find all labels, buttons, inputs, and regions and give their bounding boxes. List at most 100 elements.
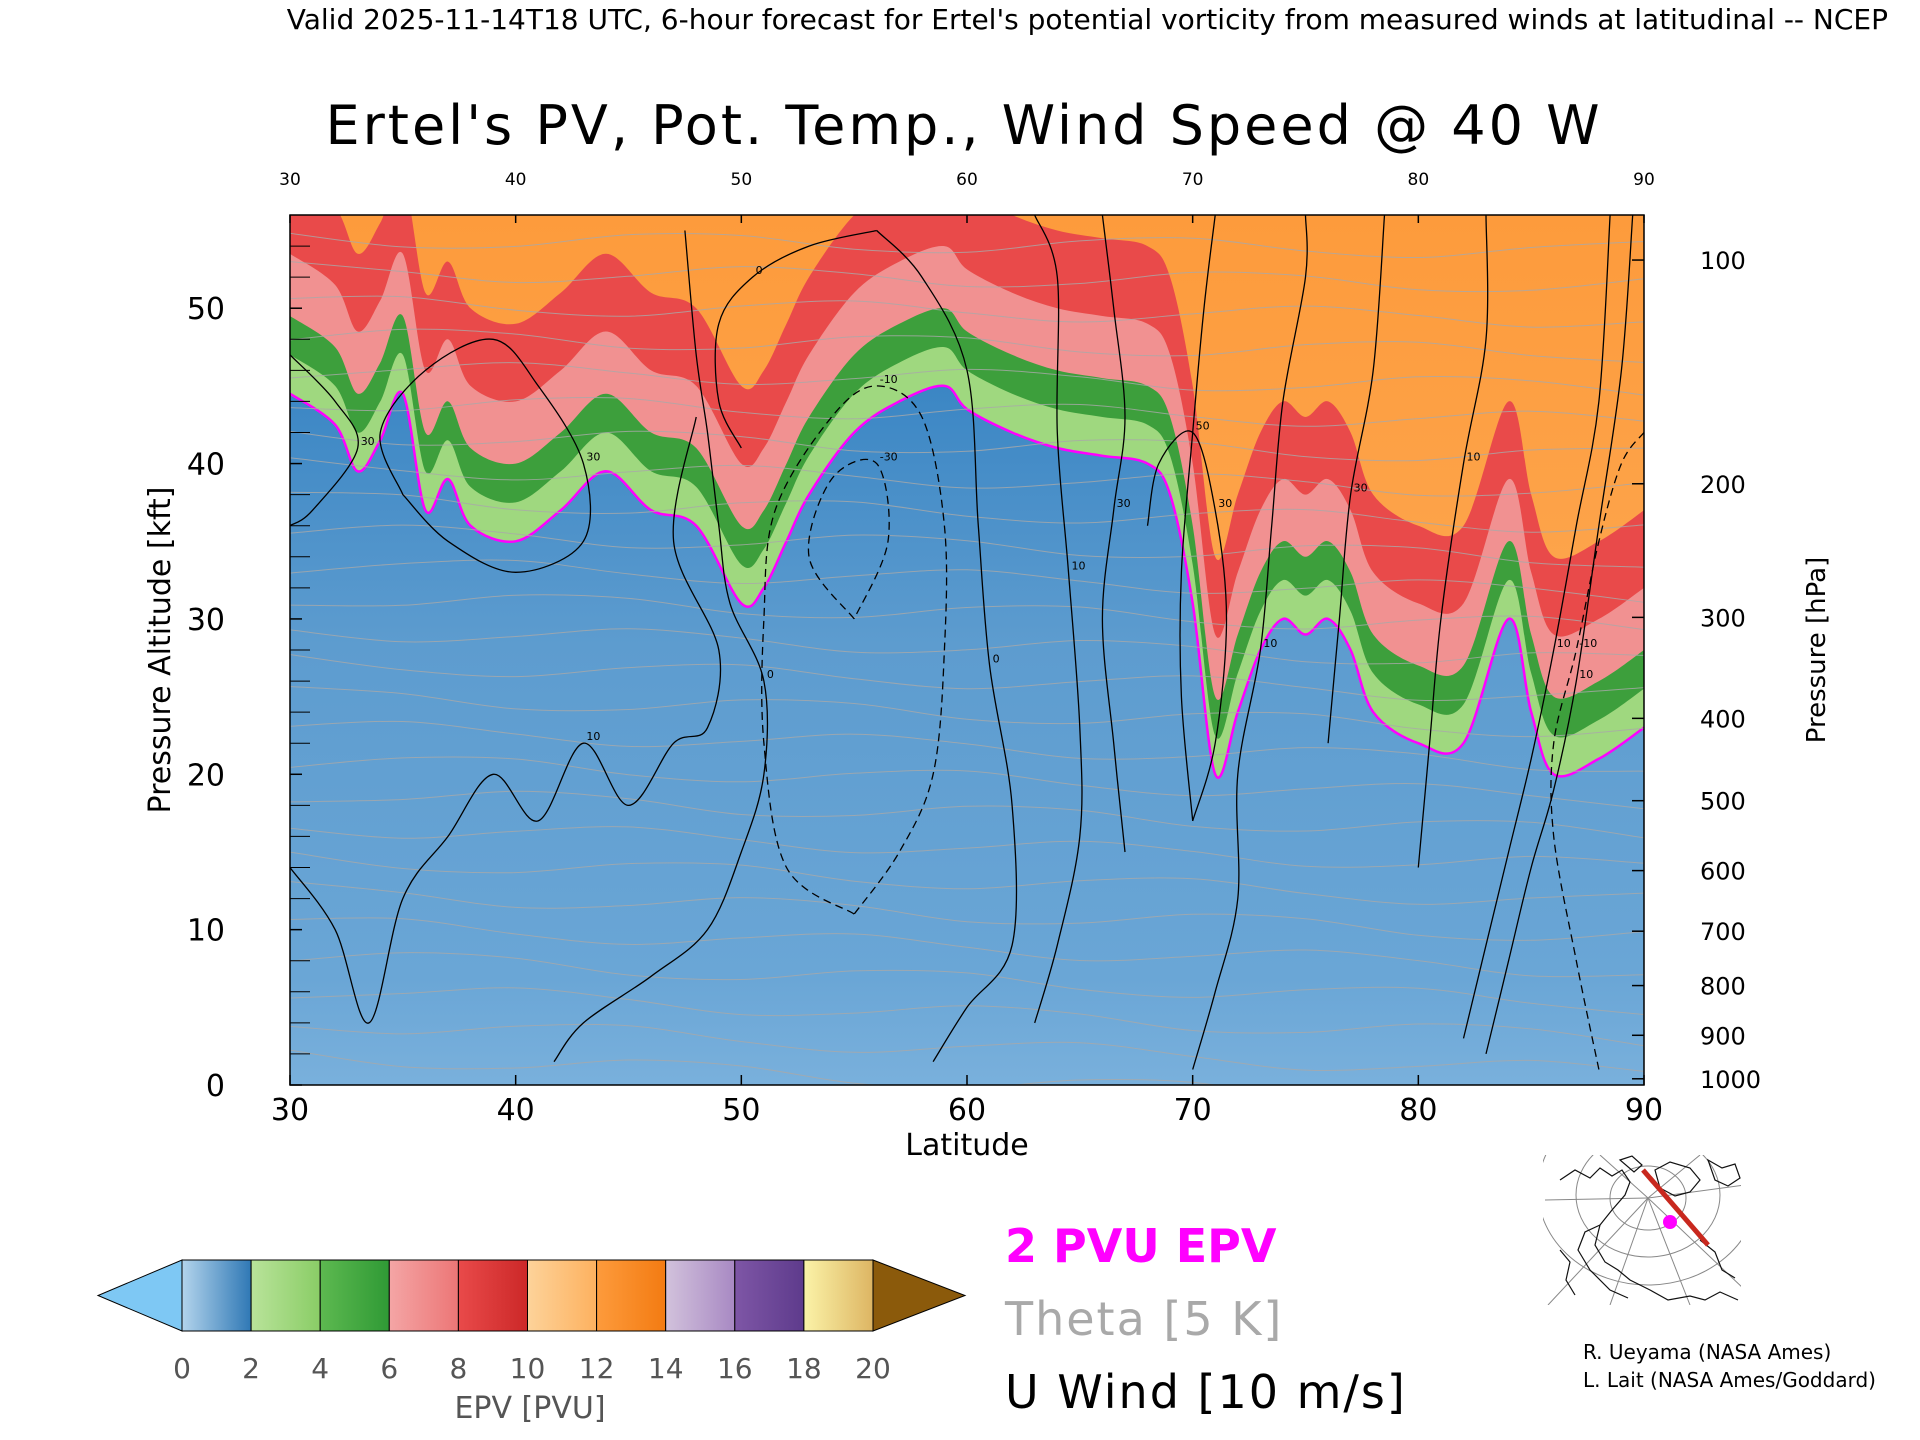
theta-line (290, 430, 1644, 462)
u-wind-contour (553, 230, 769, 1063)
theta-line (290, 720, 1644, 772)
x-tick-label: 40 (497, 1093, 535, 1128)
legend-2pvu: 2 PVU EPV (1005, 1219, 1277, 1273)
u-wind-contour-label: 30 (1354, 482, 1368, 495)
cross-section-path (1641, 1168, 1710, 1247)
colorbar-bin (803, 1259, 874, 1332)
u-wind-contour (714, 229, 877, 449)
legend-theta: Theta [5 K] (1004, 1292, 1283, 1346)
y-tick-label: 10 (187, 914, 225, 949)
theta-line (290, 261, 1644, 293)
colorbar-tick-label: 10 (510, 1352, 546, 1385)
colorbar-tick-label: 4 (311, 1352, 329, 1385)
u-wind-contour-label: 30 (361, 435, 375, 448)
u-wind-contour-label: 30 (586, 451, 600, 464)
u-wind-contour (1034, 215, 1083, 1024)
colorbar-bin (181, 1259, 252, 1332)
colorbar-label: EPV [PVU] (454, 1391, 605, 1426)
colorbar-under-arrow (96, 1259, 183, 1332)
u-wind-contour (1550, 432, 1644, 1070)
theta-line (290, 917, 1644, 978)
u-wind-contour (1179, 215, 1216, 821)
u-wind-contour (1101, 215, 1126, 853)
theta-line (290, 654, 1644, 701)
theta-line (290, 328, 1644, 363)
colorbar: 0 2 4 6 8 10 12 14 16 18 20 (96, 1259, 967, 1385)
u-wind-contour-label: 0 (993, 653, 1000, 666)
x-tick-label: 80 (1399, 1093, 1437, 1128)
legend: 2 PVU EPV Theta [5 K] U Wind [10 m/s] (1004, 1219, 1407, 1419)
colorbar-tick-label: 6 (380, 1352, 398, 1385)
x-top-tick-label: 60 (956, 170, 978, 190)
u-wind-contour (1327, 215, 1386, 744)
theta-line (290, 524, 1644, 568)
colorbar-over-arrow (872, 1259, 967, 1332)
y2-axis-label: Pressure [hPa] (1802, 557, 1832, 744)
theta-line (290, 686, 1644, 738)
colorbar-tick-label: 18 (786, 1352, 822, 1385)
colorbar-tick-label: 8 (449, 1352, 467, 1385)
x-tick-label: 60 (948, 1093, 986, 1128)
colorbar-bin (596, 1259, 667, 1332)
theta-line (290, 594, 1644, 630)
x-axis-label: Latitude (905, 1128, 1028, 1163)
u-wind-contour (807, 458, 890, 620)
colorbar-tick-label: 14 (648, 1352, 684, 1385)
u-wind-contour (290, 354, 359, 527)
colorbar-tick-label: 0 (173, 1352, 191, 1385)
x-tick-label: 70 (1174, 1093, 1212, 1128)
pv-band-0-2 (290, 385, 1644, 1085)
colorbar-bin (665, 1259, 736, 1332)
u-wind-contour-label: -10 (880, 373, 898, 386)
theta-line (290, 952, 1644, 1016)
y-axis-label: Pressure Altitude [kft] (143, 487, 178, 814)
x-tick-label: 50 (722, 1093, 760, 1128)
colorbar-tick-label: 16 (717, 1352, 753, 1385)
pressure-tick-label: 100 (1700, 247, 1746, 275)
credit-line-2: L. Lait (NASA Ames/Goddard) (1583, 1368, 1876, 1392)
u-wind-contour-label: 50 (1196, 420, 1210, 433)
colorbar-bin (734, 1259, 805, 1332)
theta-line (290, 628, 1644, 665)
plot-area: 30 30 10 0 0 0 -10 -30 -10 10 30 50 30 10 30 10 10 10 (290, 215, 1644, 1085)
theta-line (290, 790, 1644, 839)
u-wind-contour (1485, 215, 1634, 1055)
legend-u-wind: U Wind [10 m/s] (1005, 1365, 1407, 1419)
u-wind-contour (379, 338, 592, 573)
theta-line (290, 396, 1644, 427)
colorbar-bin (527, 1259, 598, 1332)
x-top-tick-label: 70 (1182, 170, 1204, 190)
theta-line (290, 232, 1644, 259)
pressure-tick-label: 1000 (1700, 1066, 1761, 1094)
x-top-tick-label: 80 (1408, 170, 1430, 190)
u-wind-contour (876, 230, 1018, 1063)
colorbar-tick-label: 20 (855, 1352, 891, 1385)
y-tick-label: 20 (187, 758, 225, 793)
u-wind-contour-label: -30 (880, 451, 898, 464)
y-tick-label: 0 (206, 1069, 225, 1104)
y-tick-label: 40 (187, 448, 225, 483)
colorbar-bin (250, 1259, 321, 1332)
pressure-tick-label: 900 (1700, 1022, 1746, 1050)
u-wind-contour (761, 385, 948, 915)
x-top-tick-label: 40 (505, 170, 527, 190)
y-tick-label: 30 (187, 603, 225, 638)
u-wind-contour-label: 10 (1557, 637, 1571, 650)
theta-line (290, 559, 1644, 603)
u-wind-contour-label: 0 (767, 668, 774, 681)
pressure-tick-label: 800 (1700, 973, 1746, 1001)
theta-line (290, 1049, 1219, 1085)
colorbar-tick-label: 12 (579, 1352, 615, 1385)
x-tick-label: 30 (271, 1093, 309, 1128)
theta-line (290, 491, 1644, 533)
valid-line: Valid 2025-11-14T18 UTC, 6-hour forecast… (287, 3, 1888, 36)
u-wind-contour-label: -10 (1579, 637, 1597, 650)
u-wind-contour-label: 10 (586, 730, 600, 743)
locator-map (1543, 1155, 1741, 1305)
location-marker (1663, 1215, 1677, 1229)
pressure-tick-label: 600 (1700, 858, 1746, 886)
u-wind-contour-label: 30 (1117, 497, 1131, 510)
u-wind-contour (1417, 215, 1489, 868)
theta-line (290, 457, 1644, 497)
